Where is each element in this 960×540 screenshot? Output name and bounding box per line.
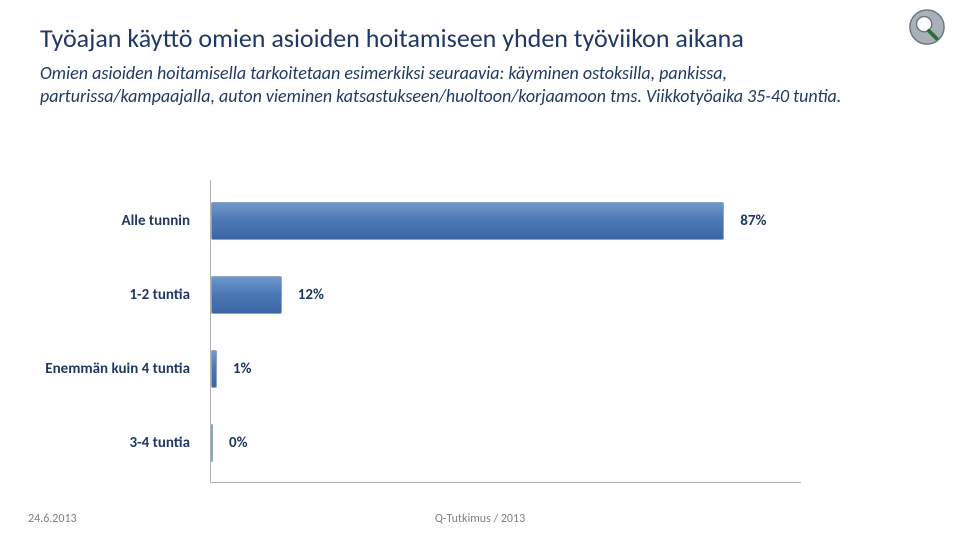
chart-categories-column: Alle tunnin 1-2 tuntia Enemmän kuin 4 tunt… xyxy=(0,180,200,482)
page-title: Työajan käyttö omien asioiden hoitamisee… xyxy=(40,22,900,54)
chart-category-label: 3-4 tuntia xyxy=(0,420,200,466)
magnifier-icon xyxy=(908,8,946,46)
chart-bar xyxy=(211,276,282,314)
chart-category-label: Enemmän kuin 4 tuntia xyxy=(0,346,200,392)
page-subtitle: Omien asioiden hoitamisella tarkoitetaan… xyxy=(40,62,900,107)
chart-plot-area: 87% 12% 1% 0% xyxy=(210,180,801,483)
chart-value-label: 0% xyxy=(213,420,248,466)
chart-category-label: 1-2 tuntia xyxy=(0,272,200,318)
chart-bar xyxy=(211,202,724,240)
chart-value-label: 87% xyxy=(724,198,766,244)
chart-value-label: 12% xyxy=(282,272,324,318)
footer-center: Q-Tutkimus / 2013 xyxy=(0,512,960,526)
chart-value-label: 1% xyxy=(217,346,252,392)
chart-category-label: Alle tunnin xyxy=(0,198,200,244)
